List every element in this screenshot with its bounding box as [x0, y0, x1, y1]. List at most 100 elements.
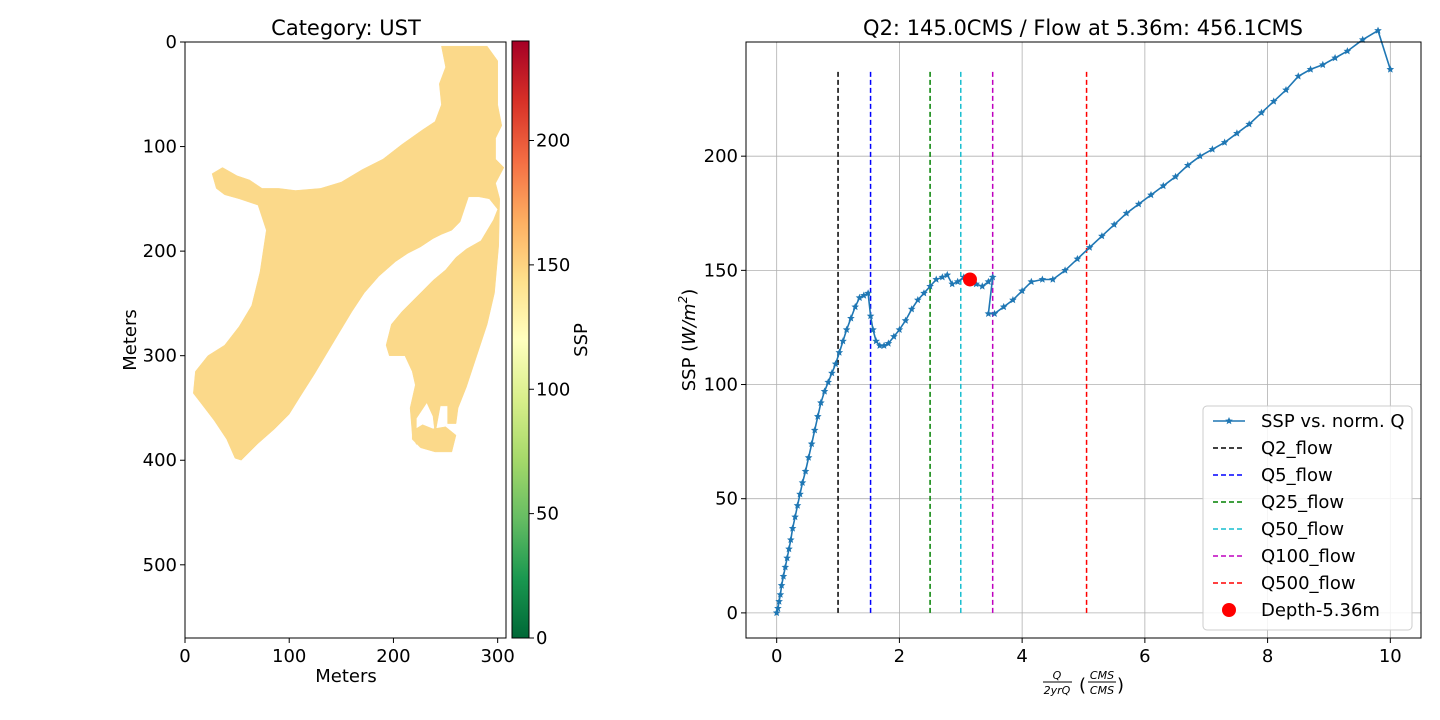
series-point-marker: [824, 378, 832, 386]
series-point-marker: [860, 291, 868, 299]
map-region: [193, 45, 505, 461]
series-point-marker: [1257, 108, 1266, 116]
series-point-marker: [1009, 296, 1017, 304]
map-y-tick-label: 400: [143, 450, 177, 471]
flow-vlines: [837, 69, 1088, 613]
line-x-tick-label: 4: [1016, 646, 1027, 667]
legend-label: SSP vs. norm. Q: [1261, 411, 1405, 432]
series-point-marker: [1085, 243, 1094, 251]
map-region-shape: [193, 45, 505, 461]
map-y-tick-label: 300: [143, 346, 177, 367]
series-point-marker: [1220, 138, 1229, 146]
series-point-marker: [1319, 60, 1327, 69]
line-y-tick-label: 100: [704, 375, 738, 396]
series-point-marker: [972, 280, 980, 288]
line-xlabel: Q 2yrQ ( CMS CMS ): [1043, 669, 1124, 697]
map-axes-frame: [184, 41, 507, 639]
map-y-tick-label: 0: [166, 32, 177, 53]
series-point-marker: [772, 608, 781, 617]
map-y-tick-label: 100: [143, 137, 177, 158]
series-point-marker: [1233, 129, 1241, 137]
series-point-marker: [820, 387, 829, 395]
line-x-tick-label: 8: [1262, 646, 1273, 667]
xlabel-frac-den: 2yrQ: [1044, 684, 1071, 697]
series-point-marker: [781, 563, 790, 571]
line-title: Q2: 145.0CMS / Flow at 5.36m: 456.1CMS: [863, 16, 1303, 40]
legend-box: [1202, 405, 1413, 631]
series-point-marker: [988, 273, 997, 281]
series-point-marker: [1027, 277, 1036, 285]
series-point-marker: [984, 309, 993, 317]
depth-point: [962, 272, 977, 287]
series-point-marker: [796, 490, 804, 498]
series-point-marker: [1184, 161, 1192, 169]
legend-label: Q50_flow: [1261, 519, 1344, 540]
series-point-marker: [948, 280, 956, 288]
map-title: Category: UST: [271, 16, 421, 40]
colorbar-tick-label: 200: [536, 131, 570, 152]
legend-item: SSP vs. norm. Q: [1213, 411, 1405, 432]
series-point-marker: [1269, 97, 1278, 105]
legend: SSP vs. norm. Q Q2_flow Q5_flow Q25_flow Q50…: [1202, 405, 1413, 631]
line-x-tick-label: 0: [771, 646, 782, 667]
series-point-marker: [1018, 286, 1026, 295]
series-point-marker: [783, 554, 791, 562]
line-panel: Q2: 145.0CMS / Flow at 5.36m: 456.1CMS 0…: [676, 16, 1422, 697]
series-point-marker: [901, 316, 910, 324]
colorbar-tick-label: 50: [536, 504, 559, 525]
map-y-tick-label: 200: [143, 241, 177, 262]
series-point-marker: [1159, 181, 1168, 190]
series-point-marker: [791, 513, 799, 521]
map-xlabel: Meters: [315, 666, 377, 687]
series-point-marker: [787, 535, 795, 543]
series-point-marker: [943, 270, 952, 279]
series-point-marker: [953, 277, 962, 285]
series-point-marker: [785, 544, 793, 553]
series-point-marker: [775, 597, 783, 605]
series-point-marker: [1122, 209, 1131, 217]
series-point-marker: [938, 273, 947, 281]
line-y-ticks: 0 50 100 150 200: [704, 146, 746, 624]
map-region-shape: [411, 424, 457, 453]
colorbar: 0 50 100 150 200 SSP: [511, 40, 592, 649]
line-y-tick-label: 200: [704, 146, 738, 167]
series-point-marker: [920, 289, 928, 297]
legend-item: Q2_flow: [1213, 438, 1333, 459]
map-x-tick-label: 100: [272, 646, 306, 667]
legend-label: Q500_flow: [1261, 573, 1356, 594]
colorbar-ticks: 0 50 100 150 200: [529, 131, 570, 649]
series-point-marker: [804, 453, 813, 461]
map-x-tick-label: 0: [179, 646, 190, 667]
colorbar-tick-label: 100: [536, 379, 570, 400]
legend-label: Q5_flow: [1261, 465, 1333, 486]
series-point-marker: [847, 314, 855, 322]
series-point-marker: [788, 524, 797, 532]
line-x-ticks: 0 2 4 6 8 10: [771, 638, 1402, 667]
series-point-marker: [990, 309, 999, 317]
series-point-marker: [777, 581, 786, 589]
ylabel-end: ): [679, 289, 700, 296]
series-point-marker: [1134, 200, 1143, 208]
series-point-marker: [774, 604, 782, 612]
map-x-tick-label: 300: [480, 646, 514, 667]
series-point-marker: [1343, 47, 1352, 55]
series-point-marker: [1061, 266, 1069, 274]
line-x-tick-label: 6: [1139, 646, 1150, 667]
series-point-marker: [1374, 26, 1382, 34]
map-y-ticks: 0 100 200 300 400 500: [143, 32, 185, 576]
series-point-marker: [1294, 72, 1303, 80]
series-point-marker: [835, 348, 844, 356]
series-point-marker: [1358, 35, 1367, 43]
line-y-tick-label: 50: [715, 489, 738, 510]
series-point-marker: [1245, 120, 1253, 128]
series-point-marker: [999, 302, 1008, 311]
line-x-tick-label: 2: [894, 646, 905, 667]
map-x-ticks: 0 100 200 300: [179, 638, 515, 667]
series-point-marker: [839, 337, 847, 345]
series-point-marker: [817, 398, 825, 406]
legend-swatch-dot: [1222, 603, 1236, 617]
map-y-tick-label: 500: [143, 555, 177, 576]
series-point-marker: [851, 302, 859, 311]
colorbar-tick-label: 0: [536, 628, 547, 649]
series-point-marker: [779, 572, 788, 580]
